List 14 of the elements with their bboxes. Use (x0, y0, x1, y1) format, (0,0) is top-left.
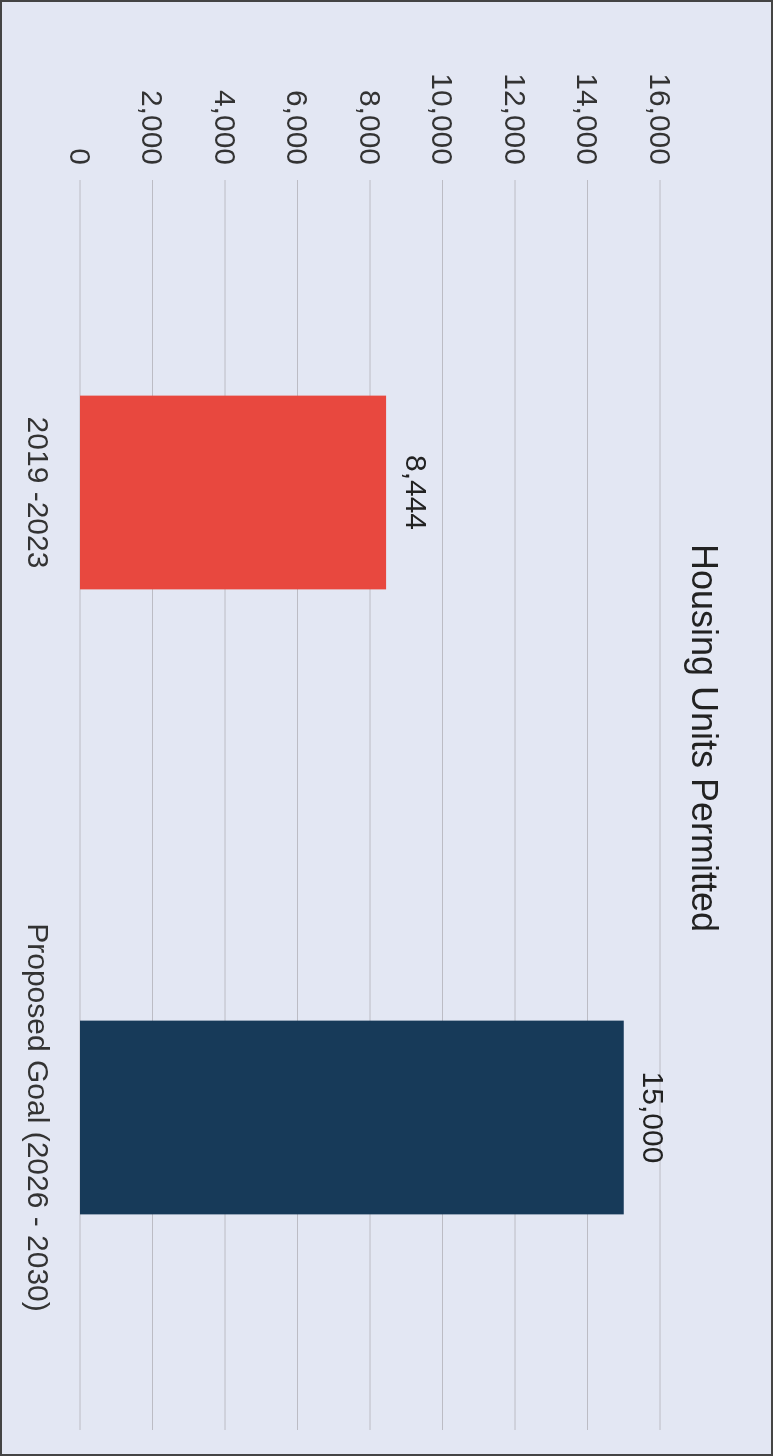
x-tick-label: 0 (63, 148, 97, 165)
x-tick-label: 6,000 (281, 89, 314, 165)
data-label: 8,444 (399, 454, 433, 531)
x-tick-label: 16,000 (643, 73, 677, 165)
x-tick-label: 4,000 (208, 89, 242, 165)
x-tick-label: 10,000 (426, 73, 459, 165)
y-tick-label: 2019 -2023 (21, 416, 55, 569)
x-tick-label: 12,000 (498, 73, 532, 165)
text: Housing Units Permitted (684, 543, 726, 933)
x-tick-label: 8,000 (353, 89, 387, 165)
x-tick-label: 2,000 (136, 89, 169, 165)
y-tick-label: Proposed Goal (2026 - 2030) (21, 923, 55, 1312)
x-tick-label: 14,000 (571, 73, 604, 165)
data-label: 15,000 (637, 1071, 671, 1164)
